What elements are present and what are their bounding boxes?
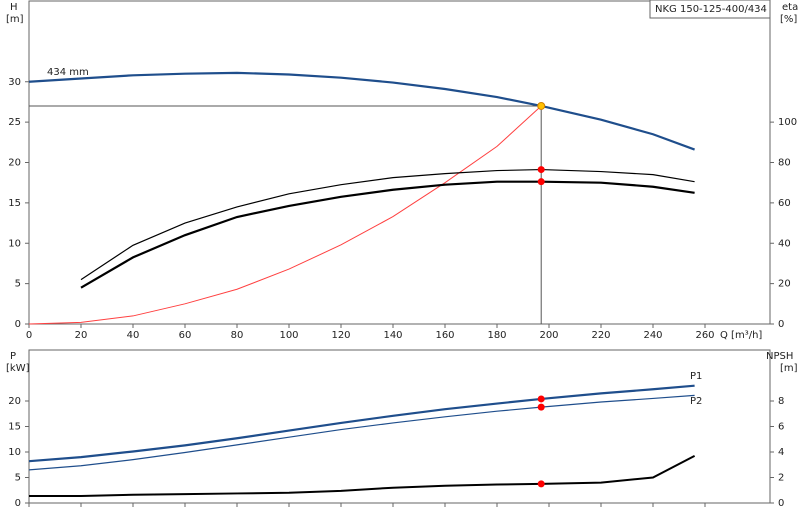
y2-tick-label: 8	[778, 396, 784, 407]
x-tick-label: 180	[487, 330, 506, 341]
y-tick-label: 10	[8, 238, 21, 249]
y-axis-label: H	[10, 2, 18, 13]
y-tick-label: 0	[15, 498, 21, 509]
y2-tick-label: 4	[778, 447, 784, 458]
y-axis-label: P	[10, 351, 16, 362]
series-label: P1	[690, 371, 702, 382]
y-tick-label: 5	[15, 279, 21, 290]
y2-tick-label: 2	[778, 473, 784, 484]
y-axis-unit: [m]	[6, 14, 24, 25]
x-tick-label: 240	[643, 330, 662, 341]
y-tick-label: 0	[15, 319, 21, 330]
x-tick-label: 20	[75, 330, 88, 341]
x-tick-label: 60	[179, 330, 192, 341]
y-tick-label: 10	[8, 447, 21, 458]
title-box	[649, 0, 771, 19]
operating-point	[537, 480, 545, 488]
series-line	[28, 394, 695, 471]
series-label: P2	[690, 396, 702, 407]
y2-axis-label: NPSH	[766, 351, 793, 362]
y2-tick-label: 100	[778, 117, 797, 128]
operating-point	[537, 101, 546, 110]
x-tick-label: 120	[331, 330, 350, 341]
y-tick-label: 25	[8, 117, 21, 128]
x-axis-label: Q [m³/h]	[720, 330, 762, 341]
y-tick-label: 15	[8, 198, 21, 209]
y2-tick-label: 80	[778, 158, 791, 169]
series-line	[80, 180, 695, 289]
plot-frame	[28, 0, 771, 325]
y2-tick-label: 20	[778, 279, 791, 290]
y-tick-label: 30	[8, 77, 21, 88]
y2-axis-label: eta	[782, 2, 798, 13]
series-line	[29, 454, 696, 497]
y2-axis-unit: [m]	[780, 363, 798, 374]
operating-point	[537, 395, 545, 403]
series-label: 434 mm	[47, 67, 89, 78]
operating-point	[537, 403, 545, 411]
y-tick-label: 15	[8, 422, 21, 433]
x-tick-label: 200	[539, 330, 558, 341]
y2-tick-label: 60	[778, 198, 791, 209]
x-tick-label: 80	[231, 330, 244, 341]
x-tick-label: 40	[127, 330, 140, 341]
plot-frame	[28, 349, 771, 504]
y2-tick-label: 0	[778, 319, 784, 330]
operating-point	[537, 178, 545, 186]
x-tick-label: 220	[591, 330, 610, 341]
y2-tick-label: 40	[778, 238, 791, 249]
series-line	[28, 71, 695, 151]
series-line	[80, 168, 695, 281]
y2-tick-label: 0	[778, 498, 784, 509]
y-tick-label: 20	[8, 396, 21, 407]
x-tick-label: 260	[695, 330, 714, 341]
y2-axis-unit: [%]	[780, 14, 797, 25]
y-tick-label: 5	[15, 473, 21, 484]
operating-point	[537, 166, 545, 174]
series-line	[28, 384, 695, 463]
y-axis-unit: [kW]	[6, 363, 30, 374]
x-tick-label: 140	[383, 330, 402, 341]
x-tick-label: 160	[435, 330, 454, 341]
x-tick-label: 100	[279, 330, 298, 341]
x-tick-label: 0	[26, 330, 32, 341]
chart-title: NKG 150-125-400/434	[655, 4, 767, 15]
series-line	[28, 105, 542, 325]
y2-tick-label: 6	[778, 422, 784, 433]
y-tick-label: 20	[8, 158, 21, 169]
